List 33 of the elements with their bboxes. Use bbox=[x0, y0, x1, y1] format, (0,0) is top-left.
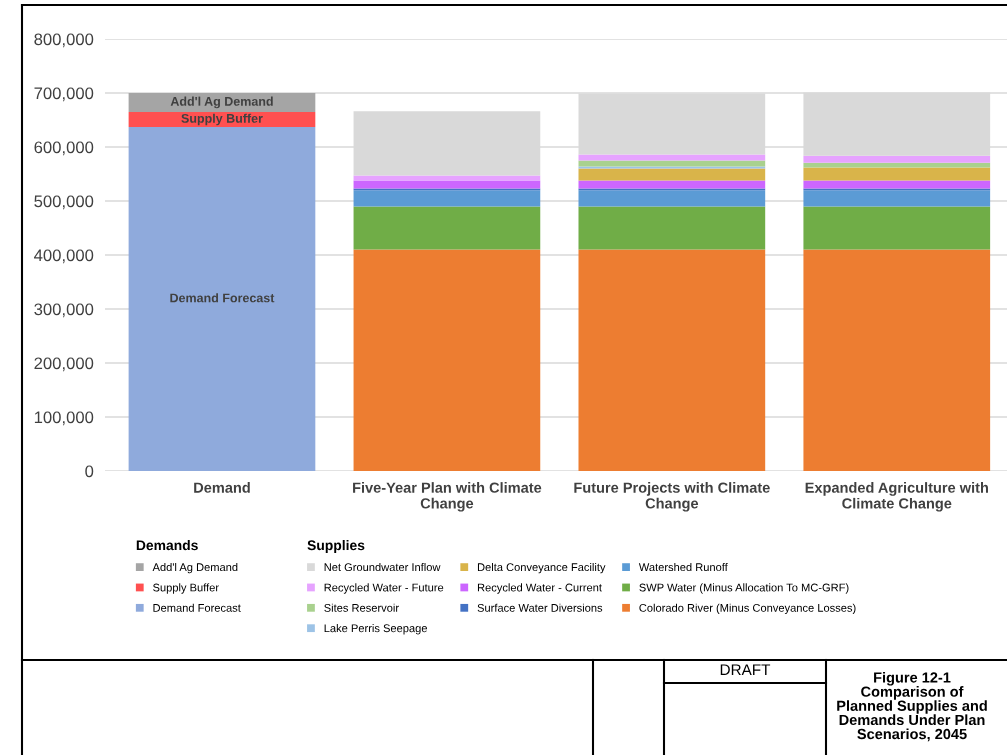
x-tick-label: Demand bbox=[194, 482, 250, 493]
y-tick-label: 800,000 bbox=[34, 33, 94, 48]
legend-label: Surface Water Diversions bbox=[477, 603, 603, 612]
y-tick-label: 700,000 bbox=[34, 87, 94, 102]
x-tick-label: Five-Year Plan with Climate Change bbox=[353, 482, 542, 512]
legend-label: Supply Buffer bbox=[153, 583, 219, 594]
data-label: Demand Forecast bbox=[170, 293, 275, 303]
text: DRAFT bbox=[720, 664, 771, 675]
y-tick-label: 0 bbox=[85, 465, 94, 478]
x-tick-label: Future Projects with Climate Change bbox=[574, 482, 770, 512]
y-tick-label: 300,000 bbox=[34, 303, 94, 318]
legend-label: Recycled Water - Current bbox=[477, 583, 602, 594]
legend-label: SWP Water (Minus Allocation To MC-GRF) bbox=[639, 583, 849, 594]
legend-label: Delta Conveyance Facility bbox=[477, 562, 606, 574]
y-tick-label: 400,000 bbox=[34, 249, 94, 264]
caption: Figure 12-1 Comparison of Planned Supplies and Demands Under Plan Scenarios, 2045 bbox=[837, 671, 987, 742]
legend-label: Add'l Ag Demand bbox=[152, 562, 238, 574]
y-tick-label: 100,000 bbox=[34, 411, 94, 426]
y-tick-label: 500,000 bbox=[34, 195, 94, 210]
legend-label: Demand Forecast bbox=[153, 603, 241, 612]
legend-label: Watershed Runoff bbox=[638, 562, 728, 572]
y-tick-label: 600,000 bbox=[34, 141, 94, 156]
legend-label: Lake Perris Seepage bbox=[324, 624, 428, 635]
data-label: Supply Buffer bbox=[181, 113, 263, 126]
legend-label: Recycled Water - Future bbox=[324, 583, 444, 594]
data-label: Add'l Ag Demand bbox=[170, 96, 273, 109]
text: Supplies bbox=[307, 540, 365, 553]
legend-label: Net Groundwater Inflow bbox=[324, 562, 441, 572]
y-tick-label: 200,000 bbox=[34, 357, 94, 372]
legend-label: Colorado River (Minus Conveyance Losses) bbox=[639, 603, 856, 615]
x-tick-label: Expanded Agriculture with Climate Change bbox=[805, 482, 988, 512]
text: Demands bbox=[136, 540, 198, 551]
legend-label: Sites Reservoir bbox=[324, 603, 399, 612]
